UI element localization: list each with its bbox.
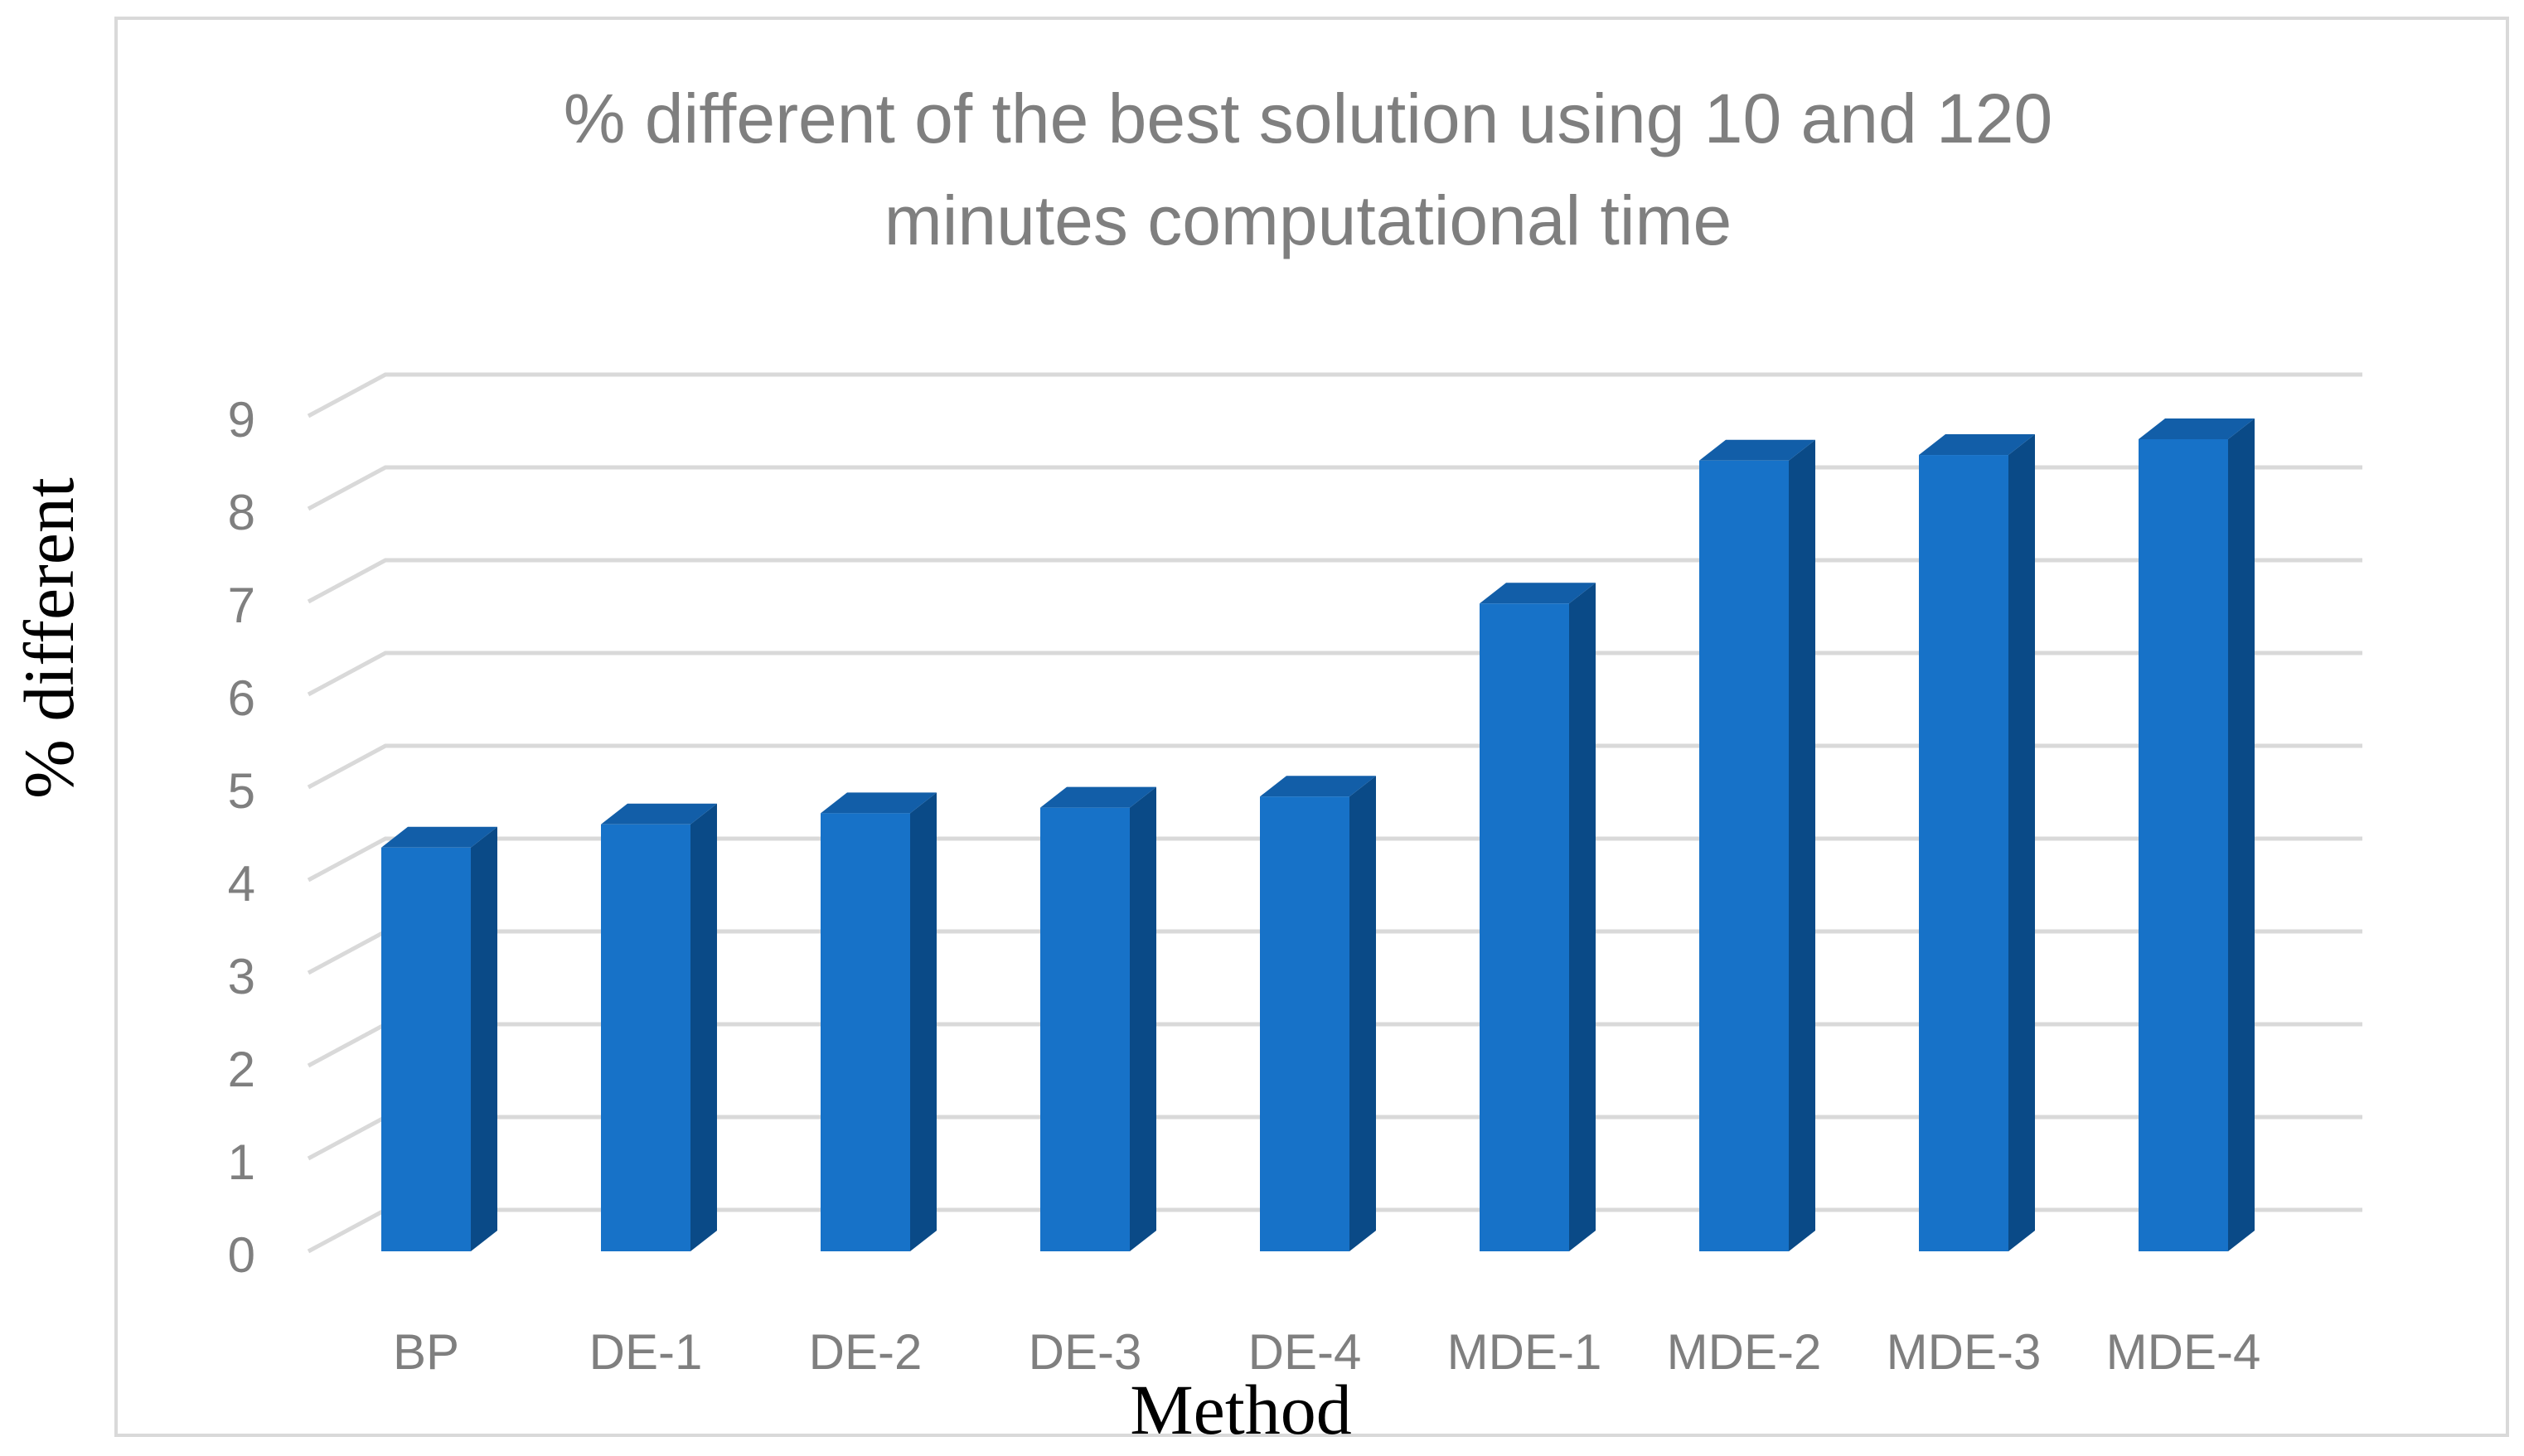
y-tick-label: 2 — [228, 1042, 255, 1097]
bar-top — [821, 792, 937, 814]
bar-side — [2008, 434, 2035, 1251]
bar-side — [1349, 776, 1376, 1251]
chart-title-line-2: minutes computational time — [884, 181, 1732, 259]
x-tick-label: DE-1 — [589, 1324, 703, 1380]
x-tick-label: BP — [393, 1324, 459, 1380]
bar-front — [1919, 455, 2008, 1251]
bar-mde-4 — [2139, 418, 2255, 1251]
x-tick-label: DE-4 — [1248, 1324, 1362, 1380]
x-tick-label: MDE-4 — [2106, 1324, 2261, 1380]
y-tick-label: 8 — [228, 485, 255, 540]
bar-side — [1130, 786, 1156, 1251]
bar-top — [1699, 439, 1815, 461]
bar-side — [690, 803, 717, 1251]
y-tick-label: 5 — [228, 763, 255, 819]
bar-bp — [381, 826, 497, 1251]
x-tick-label: MDE-1 — [1447, 1324, 1602, 1380]
bar-top — [1919, 434, 2035, 456]
y-tick-label: 1 — [228, 1134, 255, 1190]
bar-front — [1040, 807, 1130, 1251]
y-tick-label: 6 — [228, 670, 255, 726]
bar-front — [1699, 460, 1789, 1251]
x-tick-label: DE-2 — [809, 1324, 923, 1380]
bar-side — [2228, 418, 2255, 1251]
x-axis-ticks: BP DE-1 DE-2 DE-3 DE-4 MDE-1 MDE-2 MDE-3 MDE-4 — [393, 1324, 2260, 1380]
chart-title-line-1: % different of the best solution using 1… — [564, 80, 2052, 157]
bar-side — [910, 792, 937, 1251]
bar-front — [1260, 796, 1349, 1251]
bar-top — [381, 826, 497, 848]
bar-front — [821, 813, 910, 1251]
bar-de-2 — [821, 792, 937, 1251]
x-tick-label: MDE-3 — [1887, 1324, 2042, 1380]
bar-mde-1 — [1480, 583, 1596, 1251]
bar-side — [471, 826, 497, 1251]
x-axis-title: Method — [1130, 1370, 1352, 1449]
y-tick-label: 3 — [228, 949, 255, 1004]
bar-front — [381, 847, 471, 1251]
y-tick-label: 4 — [228, 856, 255, 912]
x-tick-label: DE-3 — [1029, 1324, 1142, 1380]
bar-mde-3 — [1919, 434, 2035, 1251]
bar-top — [1040, 786, 1156, 808]
bar-front — [2139, 439, 2228, 1251]
y-tick-label: 9 — [228, 392, 255, 447]
y-tick-label: 7 — [228, 578, 255, 633]
bar-top — [1480, 583, 1596, 604]
bar-top — [2139, 418, 2255, 439]
bar-mde-2 — [1699, 439, 1815, 1251]
x-tick-label: MDE-2 — [1667, 1324, 1822, 1380]
y-tick-label: 0 — [228, 1227, 255, 1283]
bars — [381, 418, 2255, 1251]
bar-top — [601, 803, 717, 825]
bar-de-4 — [1260, 776, 1376, 1251]
bar-front — [601, 824, 690, 1251]
bar-de-3 — [1040, 786, 1156, 1251]
bar-top — [1260, 776, 1376, 797]
bar-side — [1569, 583, 1596, 1251]
y-axis-title: % different — [9, 477, 89, 799]
y-axis-ticks: 0 1 2 3 4 5 6 7 8 9 — [228, 392, 255, 1283]
bar-front — [1480, 603, 1569, 1251]
bar-side — [1789, 439, 1815, 1251]
gridline — [307, 372, 2362, 418]
bar-de-1 — [601, 803, 717, 1251]
